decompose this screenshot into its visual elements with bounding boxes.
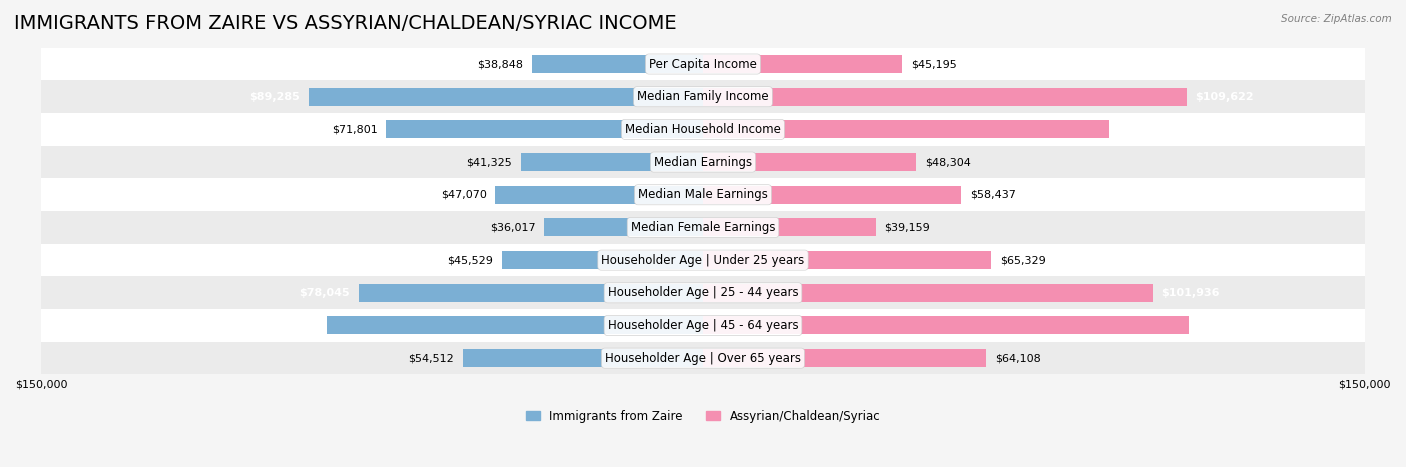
Bar bbox=[703, 219, 876, 236]
Text: IMMIGRANTS FROM ZAIRE VS ASSYRIAN/CHALDEAN/SYRIAC INCOME: IMMIGRANTS FROM ZAIRE VS ASSYRIAN/CHALDE… bbox=[14, 14, 676, 33]
Bar bbox=[703, 55, 903, 73]
Text: $47,070: $47,070 bbox=[440, 190, 486, 200]
Legend: Immigrants from Zaire, Assyrian/Chaldean/Syriac: Immigrants from Zaire, Assyrian/Chaldean… bbox=[520, 405, 886, 427]
Text: Median Household Income: Median Household Income bbox=[626, 123, 780, 136]
Text: Householder Age | Over 65 years: Householder Age | Over 65 years bbox=[605, 352, 801, 365]
Bar bbox=[387, 120, 703, 138]
Bar bbox=[502, 251, 703, 269]
Text: $110,201: $110,201 bbox=[1198, 320, 1256, 331]
Bar bbox=[359, 284, 703, 302]
Text: $101,936: $101,936 bbox=[1161, 288, 1220, 298]
Bar bbox=[41, 146, 1365, 178]
Text: $65,329: $65,329 bbox=[1000, 255, 1046, 265]
Text: $48,304: $48,304 bbox=[925, 157, 970, 167]
Bar bbox=[41, 309, 1365, 342]
Bar bbox=[703, 349, 986, 367]
Text: Householder Age | 25 - 44 years: Householder Age | 25 - 44 years bbox=[607, 286, 799, 299]
Bar bbox=[41, 211, 1365, 244]
Text: $54,512: $54,512 bbox=[408, 353, 454, 363]
Text: Median Male Earnings: Median Male Earnings bbox=[638, 188, 768, 201]
Text: Median Female Earnings: Median Female Earnings bbox=[631, 221, 775, 234]
Text: Median Earnings: Median Earnings bbox=[654, 156, 752, 169]
Bar bbox=[41, 178, 1365, 211]
Text: $41,325: $41,325 bbox=[467, 157, 512, 167]
Text: $36,017: $36,017 bbox=[489, 222, 536, 233]
Text: $85,207: $85,207 bbox=[267, 320, 318, 331]
Text: Per Capita Income: Per Capita Income bbox=[650, 57, 756, 71]
Bar bbox=[463, 349, 703, 367]
Bar bbox=[703, 284, 1153, 302]
Bar bbox=[41, 342, 1365, 375]
Bar bbox=[703, 120, 1109, 138]
Text: $89,285: $89,285 bbox=[249, 92, 301, 102]
Text: $38,848: $38,848 bbox=[477, 59, 523, 69]
Text: $78,045: $78,045 bbox=[299, 288, 350, 298]
Text: $91,991: $91,991 bbox=[1118, 124, 1168, 134]
Bar bbox=[41, 244, 1365, 276]
Text: Source: ZipAtlas.com: Source: ZipAtlas.com bbox=[1281, 14, 1392, 24]
Text: Householder Age | 45 - 64 years: Householder Age | 45 - 64 years bbox=[607, 319, 799, 332]
Bar bbox=[309, 88, 703, 106]
Text: $58,437: $58,437 bbox=[970, 190, 1015, 200]
Bar bbox=[41, 48, 1365, 80]
Bar bbox=[520, 153, 703, 171]
Text: $71,801: $71,801 bbox=[332, 124, 377, 134]
Bar bbox=[703, 153, 917, 171]
Text: Median Family Income: Median Family Income bbox=[637, 90, 769, 103]
Bar bbox=[41, 113, 1365, 146]
Bar bbox=[703, 317, 1189, 334]
Bar bbox=[495, 186, 703, 204]
Text: $45,529: $45,529 bbox=[447, 255, 494, 265]
Text: $64,108: $64,108 bbox=[994, 353, 1040, 363]
Bar bbox=[703, 88, 1187, 106]
Bar bbox=[328, 317, 703, 334]
Text: $45,195: $45,195 bbox=[911, 59, 957, 69]
Text: $109,622: $109,622 bbox=[1195, 92, 1254, 102]
Bar bbox=[41, 276, 1365, 309]
Bar bbox=[703, 251, 991, 269]
Text: $39,159: $39,159 bbox=[884, 222, 931, 233]
Bar bbox=[41, 80, 1365, 113]
Text: Householder Age | Under 25 years: Householder Age | Under 25 years bbox=[602, 254, 804, 267]
Bar bbox=[544, 219, 703, 236]
Bar bbox=[703, 186, 960, 204]
Bar bbox=[531, 55, 703, 73]
